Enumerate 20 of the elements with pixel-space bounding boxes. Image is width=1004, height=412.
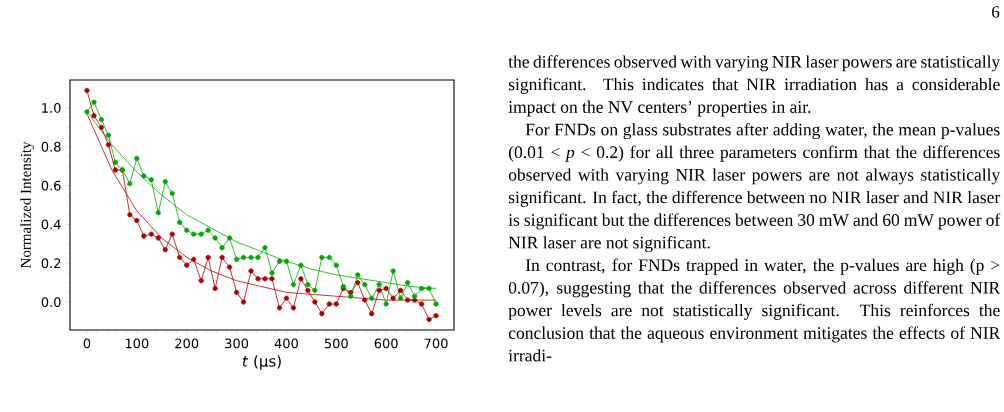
text: For FNDs on glass substrates after adding water, the mean p-values (0.01 < p < 0.2) for all three parameters confirm that the differences observed with varying NIR laser powers are not always statistically significant. In fact, the difference between no NIR laser and NIR laser is significant but the differences between 30 mW and 60 mW power of NIR laser are not significant. xyxy=(508,122,1001,253)
x-axis-title: t (μs) xyxy=(242,355,281,370)
x-tick-label: 700 xyxy=(424,338,448,349)
y-tick-label: 0.4 xyxy=(41,219,61,230)
y-tick-label: 0.2 xyxy=(41,258,61,269)
text: In contrast, for FNDs trapped in water, the p-values are high (p > 0.07), suggesting that the differences observed across different NIR power levels are not statistically significant. This reinforces the conclusion that the aqueous environment mitigates the effects of NIR irradi- xyxy=(508,258,1001,362)
y-tick-label: 1.0 xyxy=(42,103,61,113)
x-tick-label: 200 xyxy=(175,338,199,349)
text: the differences observed with varying NIR laser powers are statistically significant. This indicates that NIR irradiation has a considerable impact on the NV centers’ properties in air. xyxy=(508,55,1001,117)
x-tick-label: 300 xyxy=(225,338,249,349)
text: 6 xyxy=(992,6,1000,18)
y-axis-title: Normalized Intensity xyxy=(20,141,34,269)
x-tick-label: 400 xyxy=(274,338,298,349)
y-tick-label: 0.0 xyxy=(41,297,61,307)
x-tick-label: 500 xyxy=(324,338,348,349)
y-tick-label: 0.6 xyxy=(41,180,61,191)
x-tick-label: 100 xyxy=(125,338,149,349)
y-tick-label: 0.8 xyxy=(41,141,61,152)
x-tick-label: 600 xyxy=(374,338,398,349)
x-tick-label: 0 xyxy=(83,338,91,349)
